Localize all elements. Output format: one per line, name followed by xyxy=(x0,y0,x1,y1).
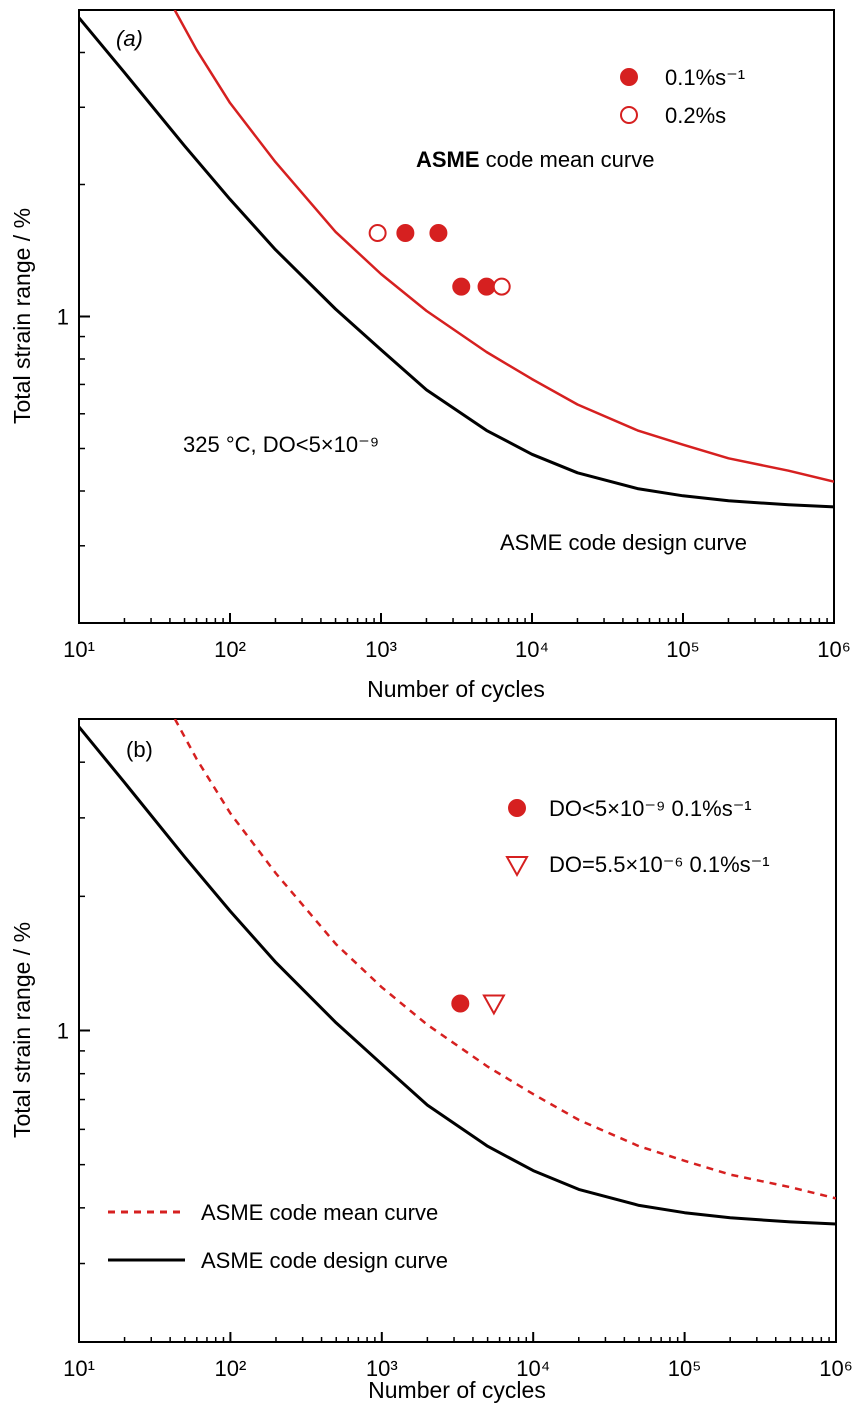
data-point-filled-circle xyxy=(396,224,415,243)
legend-label-b-0: DO<5×10⁻⁹ 0.1%s⁻¹ xyxy=(549,796,752,821)
annotation-mean-curve-a-rest: code mean curve xyxy=(480,147,655,172)
mean-curve-dashed xyxy=(173,719,836,1200)
legend-label-b-2: ASME code mean curve xyxy=(201,1200,438,1225)
x-tick-label: 10⁴ xyxy=(515,637,549,662)
legend-label-b-3: ASME code design curve xyxy=(201,1248,448,1273)
data-point-filled-circle xyxy=(477,277,496,296)
data-point-open-circle xyxy=(368,224,387,243)
data-point-open-circle xyxy=(492,277,511,296)
mean-curve xyxy=(173,10,834,483)
x-tick-label: 10¹ xyxy=(63,1356,95,1381)
legend-label-b-1: DO=5.5×10⁻⁶ 0.1%s⁻¹ xyxy=(549,852,770,877)
annotation-mean-curve-a-bold: ASME xyxy=(416,147,480,172)
annotation-mean-curve-a: ASME code mean curve xyxy=(416,147,654,172)
y-tick-label: 1 xyxy=(57,305,69,330)
legend-marker-filled-circle-b xyxy=(508,799,526,817)
x-tick-label: 10⁶ xyxy=(817,637,851,662)
legend-marker-triangle-b xyxy=(505,856,529,878)
x-tick-label: 10⁵ xyxy=(668,1356,702,1381)
y-tick-label: 1 xyxy=(57,1019,69,1044)
design-curve xyxy=(79,725,836,1226)
x-tick-label: 10¹ xyxy=(63,637,95,662)
x-tick-label: 10³ xyxy=(365,637,397,662)
data-point-filled-circle xyxy=(429,224,448,243)
panel-b: 10¹ 10² 10³ 10⁴ 10⁵ 10⁶ 1 (b) DO<5×10⁻⁹ 0.1%s… xyxy=(9,718,853,1403)
legend-marker-open-circle-a xyxy=(620,106,638,124)
panel-label-b: (b) xyxy=(126,737,153,762)
x-tick-label: 10⁶ xyxy=(819,1356,853,1381)
panel-a: 10¹ 10² 10³ 10⁴ 10⁵ 10⁶ 1 (a) 0.1%s⁻¹ 0.2%s A… xyxy=(9,9,851,702)
x-axis-title-a: Number of cycles xyxy=(367,676,545,702)
x-axis-title-b: Number of cycles xyxy=(368,1377,546,1403)
annotation-condition-a: 325 °C, DO<5×10⁻⁹ xyxy=(183,432,379,457)
legend-label-a-1: 0.2%s xyxy=(665,103,726,128)
x-tick-label: 10⁴ xyxy=(516,1356,550,1381)
panel-label-a: (a) xyxy=(116,26,143,51)
y-axis-title-b: Total strain range / % xyxy=(9,922,35,1138)
legend-marker-filled-circle-a xyxy=(620,68,638,86)
x-tick-label: 10² xyxy=(215,1356,247,1381)
legend-label-a-0: 0.1%s⁻¹ xyxy=(665,65,745,90)
y-axis-title-a: Total strain range / % xyxy=(9,208,35,424)
x-tick-label: 10⁵ xyxy=(666,637,700,662)
annotation-design-curve-a: ASME code design curve xyxy=(500,530,747,555)
data-point-filled-circle xyxy=(451,994,470,1013)
x-tick-label: 10³ xyxy=(366,1356,398,1381)
x-tick-label: 10² xyxy=(214,637,246,662)
design-curve xyxy=(79,16,834,509)
data-point-filled-circle xyxy=(452,277,471,296)
data-point-open-triangle xyxy=(482,994,506,1016)
